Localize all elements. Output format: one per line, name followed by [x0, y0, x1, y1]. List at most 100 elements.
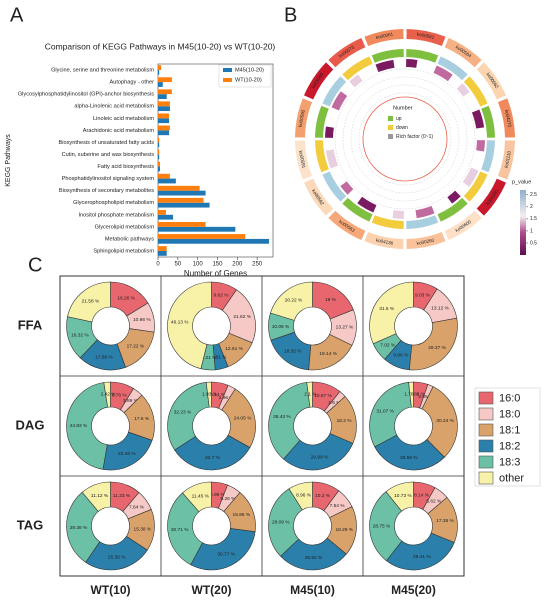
- inner-sector: [476, 140, 485, 152]
- slice-label: 46.13 %: [171, 319, 189, 325]
- x-tick-label: 100: [193, 262, 204, 268]
- inner-sector: [456, 83, 470, 97]
- donut-slice: [182, 481, 212, 513]
- colorbar-tick-label: 1.5: [530, 216, 537, 222]
- outer-sector: [444, 210, 482, 240]
- slice-label: 16.26 %: [117, 295, 135, 301]
- sector-label: ko04070: [504, 109, 512, 128]
- donut-slice: [306, 381, 313, 408]
- outer-sector: [444, 38, 482, 68]
- sector-label: ko00561: [416, 32, 435, 40]
- mid-sector: [371, 215, 404, 229]
- bar: [158, 149, 160, 155]
- slice-label: 4.81 %: [211, 354, 227, 360]
- colorbar-tick-label: 1: [530, 228, 533, 234]
- legend-swatch: [478, 471, 494, 485]
- x-axis-label: Number of Genes: [184, 269, 247, 278]
- slice-label: 2.05 %: [418, 394, 434, 400]
- mid-sector: [315, 140, 329, 173]
- outer-sector: [304, 178, 334, 216]
- inner-ring: [362, 96, 448, 182]
- outer-sector: [304, 62, 334, 100]
- slice-label: 18.2 %: [337, 418, 353, 424]
- donut-slice: [280, 537, 347, 571]
- slice-label: 5.96 %: [210, 492, 226, 498]
- donut-slice: [167, 281, 212, 370]
- slice-label: 25.35 %: [108, 555, 126, 561]
- legend-label: other: [499, 472, 524, 484]
- slice-label: 11.45 %: [192, 493, 210, 499]
- slice-label: 29.59 %: [400, 455, 418, 461]
- inner-sector: [447, 190, 461, 204]
- grid-ring: [350, 84, 460, 194]
- donut-slice: [369, 281, 414, 345]
- donut-slice: [421, 386, 458, 458]
- slice-label: 28.09 %: [272, 519, 290, 525]
- bar: [158, 209, 166, 215]
- mid-sector: [322, 76, 347, 107]
- donut-slice: [408, 317, 458, 371]
- legend-label: up: [396, 116, 402, 122]
- bar: [158, 161, 160, 167]
- slice-label: 29.41 %: [413, 554, 431, 560]
- y-tick-label: Inositol phosphate metabolism: [78, 212, 154, 218]
- donut-slice: [369, 491, 403, 562]
- sector-label: ko00591: [298, 150, 306, 169]
- slice-label: 9.86 %: [393, 353, 409, 359]
- mid-sector: [481, 140, 495, 173]
- slice-label: 28.75 %: [373, 523, 391, 529]
- donut-slice: [386, 532, 455, 571]
- bar: [158, 234, 246, 239]
- y-tick-label: Fatty acid biosynthesis: [97, 164, 154, 170]
- donut-slice: [167, 492, 203, 566]
- legend-swatch: [478, 423, 494, 437]
- slice-label: 24.05 %: [234, 416, 252, 422]
- donut-slice: [103, 381, 111, 408]
- slice-label: 22.46 %: [118, 451, 136, 457]
- slice-label: 3.89 %: [123, 398, 139, 404]
- bar: [158, 185, 200, 191]
- sector-label: ko00590: [298, 109, 306, 128]
- outer-sector: [328, 210, 366, 240]
- y-tick-label: Metabolic pathways: [105, 236, 154, 242]
- slice-label: 44.83 %: [70, 423, 88, 429]
- donut-slice: [66, 382, 108, 470]
- sector-label: ko00260: [416, 237, 435, 245]
- bar: [158, 166, 160, 172]
- legend-label: 18:0: [499, 408, 520, 420]
- colorbar-tick-label: 2: [530, 204, 533, 210]
- slice-label: 9.03 %: [415, 293, 431, 299]
- x-tick-label: 150: [212, 262, 223, 268]
- x-tick-label: 50: [174, 262, 181, 268]
- slice-label: 1.93 %: [202, 391, 218, 397]
- legend-frame: [474, 387, 541, 487]
- slice-label: 13.12 %: [431, 305, 449, 311]
- bar: [158, 154, 160, 160]
- slice-label: 8.14 %: [414, 492, 430, 498]
- mid-sector: [406, 49, 439, 63]
- slice-label: 15.86 %: [233, 512, 251, 518]
- inner-sector: [471, 109, 485, 129]
- legend-swatch: [478, 391, 494, 405]
- bar: [158, 101, 170, 107]
- donut-slice: [369, 381, 412, 448]
- y-tick-label: Glycine, serine and threonine metabolism: [51, 68, 154, 74]
- inner-sector: [349, 74, 363, 88]
- legend-label: 18:2: [499, 440, 520, 452]
- slice-label: 26.92 %: [305, 555, 323, 561]
- donut-slice: [81, 481, 111, 512]
- bar: [158, 65, 162, 71]
- y-tick-label: Glycerolipid metabolism: [95, 224, 155, 230]
- y-axis-label: KEGG Pathways: [5, 134, 12, 187]
- mid-sector: [481, 105, 495, 138]
- slice-label: 5.26 %: [220, 496, 236, 502]
- slice-label: 7.64 %: [129, 505, 145, 511]
- row-label: FFA: [18, 317, 43, 332]
- slice-label: 30.71 %: [171, 527, 189, 533]
- slice-label: 9.62 %: [214, 293, 230, 299]
- slice-label: 10.67 %: [314, 393, 332, 399]
- slice-label: 11.23 %: [113, 493, 131, 499]
- slice-label: 2.42 %: [101, 391, 117, 397]
- slice-label: 8.96 %: [296, 493, 312, 499]
- donut-slice: [283, 433, 354, 471]
